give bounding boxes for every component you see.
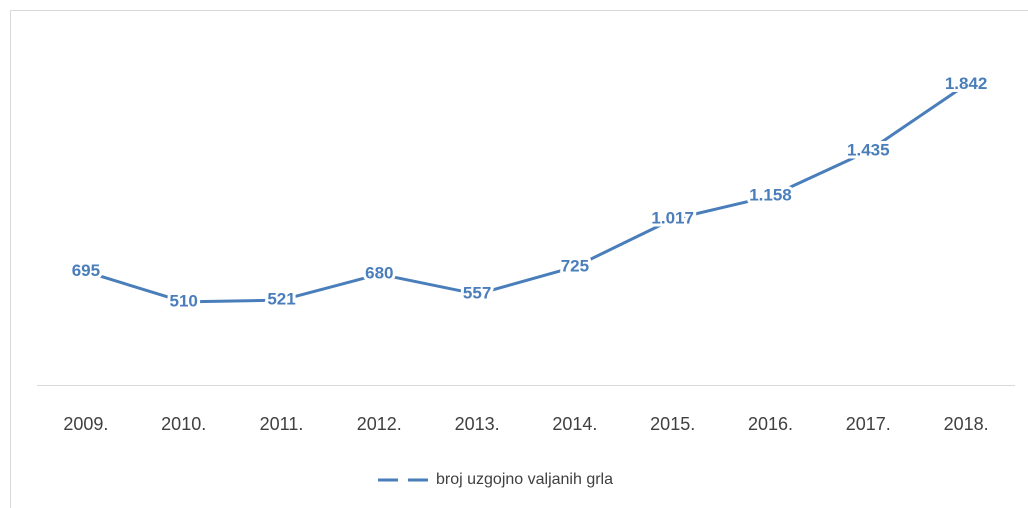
x-tick-label: 2015. bbox=[650, 414, 695, 434]
data-label: 521 bbox=[267, 290, 295, 309]
x-tick-label: 2014. bbox=[552, 414, 597, 434]
data-label: 1.842 bbox=[945, 74, 988, 93]
legend-label: broj uzgojno valjanih grla bbox=[436, 471, 613, 488]
x-tick-label: 2011. bbox=[260, 414, 304, 434]
data-label: 1.158 bbox=[749, 186, 792, 205]
x-tick-label: 2009. bbox=[63, 414, 108, 434]
chart-border bbox=[10, 10, 1028, 508]
data-label: 1.435 bbox=[847, 141, 890, 160]
x-tick-label: 2018. bbox=[944, 414, 989, 434]
series-line bbox=[85, 83, 967, 304]
x-tick-label: 2010. bbox=[161, 414, 206, 434]
data-label: 557 bbox=[463, 284, 491, 303]
data-label: 1.017 bbox=[651, 209, 694, 228]
x-tick-label: 2012. bbox=[357, 414, 402, 434]
data-label: 680 bbox=[365, 264, 393, 283]
x-tick-label: 2016. bbox=[748, 414, 793, 434]
x-tick-label: 2017. bbox=[846, 414, 891, 434]
x-tick-label: 2013. bbox=[455, 414, 500, 434]
data-label: 695 bbox=[72, 261, 100, 280]
data-label: 510 bbox=[170, 291, 198, 310]
data-label: 725 bbox=[561, 256, 589, 275]
